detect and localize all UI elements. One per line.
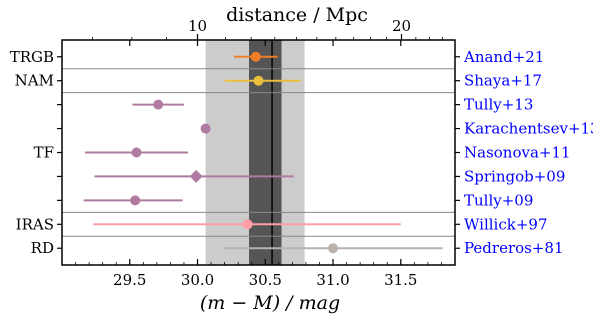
x2-tick-label: 10 (188, 17, 207, 35)
x-tick-label: 31.0 (316, 271, 349, 289)
group-labels: TRGB NAM TF IRAS RD (10, 48, 54, 257)
data-point (250, 51, 261, 62)
data-point (328, 243, 339, 254)
reference-label: Springob+09 (464, 167, 565, 185)
x-tick-label: 29.5 (113, 271, 146, 289)
group-label: NAM (15, 72, 54, 90)
reference-labels: Anand+21 Shaya+17 Tully+13 Karachentsev+13 N… (463, 48, 593, 257)
x2-tick-label: 20 (392, 17, 411, 35)
reference-label: Willick+97 (464, 215, 548, 233)
group-label: TF (34, 144, 54, 162)
x-tick-label: 31.5 (384, 271, 417, 289)
axis-ticks: 29.5 30.0 30.5 31.0 31.5 10 20 (57, 17, 460, 289)
group-label: IRAS (16, 215, 54, 233)
reference-label: Nasonova+11 (464, 144, 571, 162)
reference-label: Pedreros+81 (464, 239, 564, 257)
reference-label: Karachentsev+13 (464, 120, 593, 138)
band-inner (249, 40, 282, 265)
data-point (200, 123, 211, 134)
data-markers (130, 51, 339, 254)
group-label: RD (31, 239, 54, 257)
reference-label: Anand+21 (463, 48, 544, 66)
data-point (153, 99, 164, 110)
row-separators (62, 68, 455, 237)
group-label: TRGB (10, 48, 54, 66)
data-point (242, 219, 253, 230)
data-point (130, 195, 141, 206)
distance-bands (205, 40, 305, 265)
reference-label: Shaya+17 (464, 72, 542, 90)
data-point-diamond (189, 169, 203, 183)
data-point (253, 75, 264, 86)
top-axis-label: distance / Mpc (226, 4, 368, 26)
x-tick-label: 30.5 (249, 271, 282, 289)
data-point (131, 147, 142, 158)
reference-label: Tully+13 (464, 96, 533, 114)
reference-label: Tully+09 (464, 191, 533, 209)
bottom-axis-label: (m − M) / mag (200, 292, 340, 314)
x-tick-label: 30.0 (181, 271, 214, 289)
